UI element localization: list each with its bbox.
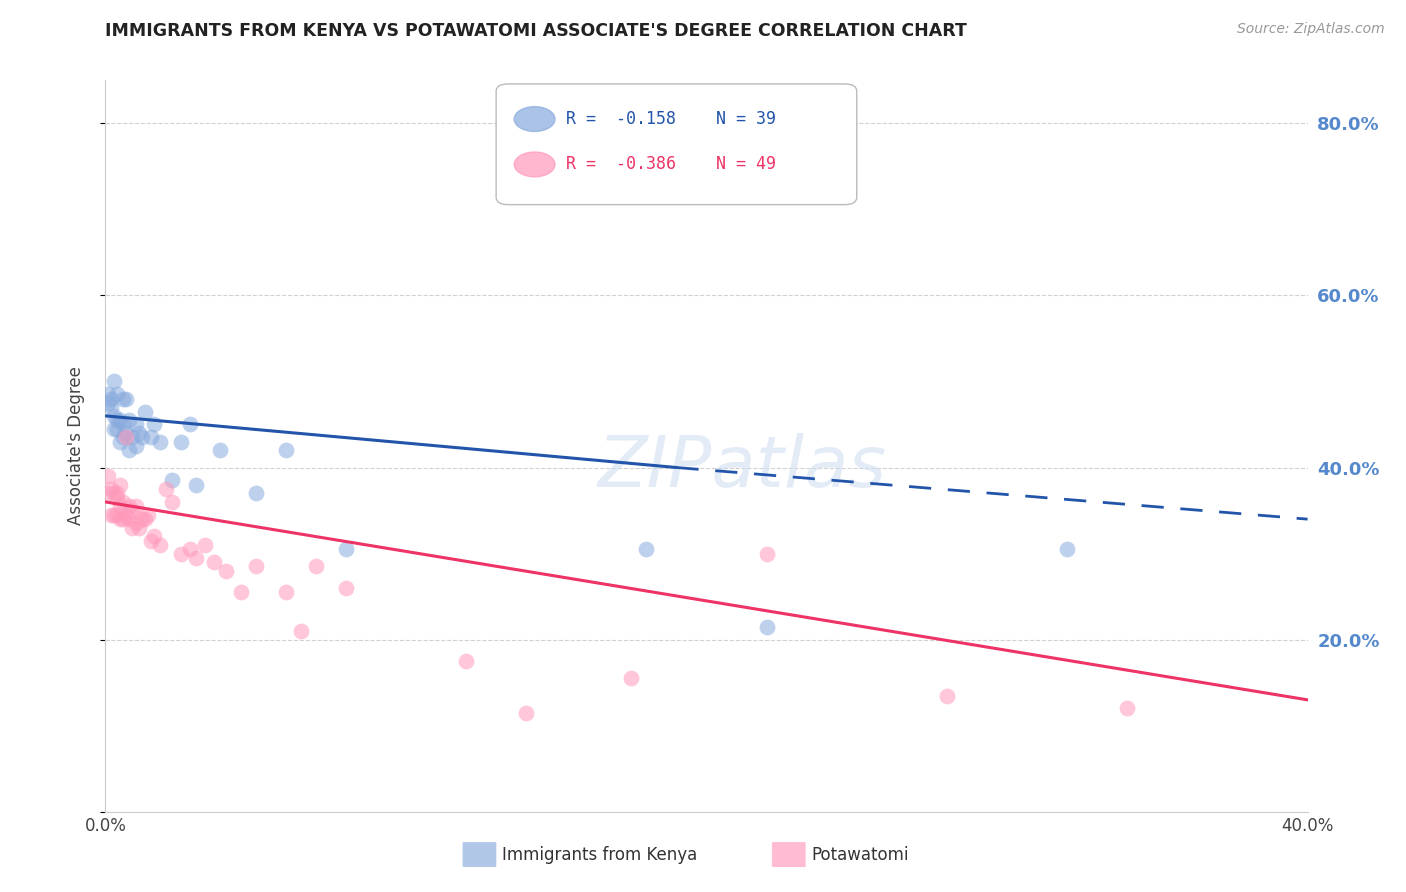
Point xyxy=(112,512,135,526)
Point xyxy=(139,533,162,548)
Text: ZIPatlas: ZIPatlas xyxy=(598,434,887,502)
Point xyxy=(103,375,125,389)
Point xyxy=(636,542,658,557)
Point xyxy=(134,512,156,526)
Point xyxy=(160,474,183,488)
Point xyxy=(128,521,150,535)
Point xyxy=(184,477,207,491)
Point xyxy=(208,443,231,458)
Point xyxy=(103,508,125,522)
Point xyxy=(142,417,165,432)
Point xyxy=(155,482,177,496)
Point xyxy=(115,426,138,441)
Point xyxy=(179,417,201,432)
Point xyxy=(121,430,143,444)
Point xyxy=(169,434,191,449)
Point xyxy=(115,430,138,444)
Point xyxy=(124,500,146,514)
Point xyxy=(124,516,146,531)
Point xyxy=(112,417,135,432)
Point xyxy=(335,581,357,595)
Point xyxy=(110,500,132,514)
Point xyxy=(131,430,153,444)
Point xyxy=(454,654,477,668)
Point xyxy=(110,434,132,449)
Point xyxy=(1116,701,1139,715)
Point xyxy=(121,503,143,517)
Point xyxy=(194,538,217,552)
Point xyxy=(290,624,312,638)
Point xyxy=(112,430,135,444)
Point xyxy=(97,486,120,500)
Point xyxy=(160,495,183,509)
Point xyxy=(305,559,328,574)
Text: Source: ZipAtlas.com: Source: ZipAtlas.com xyxy=(1237,22,1385,37)
Point xyxy=(107,387,129,401)
Point xyxy=(103,409,125,423)
Point xyxy=(97,396,120,410)
Point xyxy=(202,555,225,569)
Circle shape xyxy=(515,152,555,177)
Point xyxy=(131,512,153,526)
Point xyxy=(103,486,125,500)
Point xyxy=(118,443,141,458)
Point xyxy=(936,689,959,703)
Point xyxy=(107,486,129,500)
Point xyxy=(97,469,120,483)
Point xyxy=(755,547,778,561)
Point xyxy=(124,417,146,432)
Text: IMMIGRANTS FROM KENYA VS POTAWATOMI ASSOCIATE'S DEGREE CORRELATION CHART: IMMIGRANTS FROM KENYA VS POTAWATOMI ASSO… xyxy=(105,22,967,40)
Point xyxy=(100,401,122,415)
Point xyxy=(245,559,267,574)
Point xyxy=(335,542,357,557)
Point xyxy=(107,508,129,522)
Point xyxy=(112,392,135,406)
Point xyxy=(134,404,156,418)
Point xyxy=(112,495,135,509)
Point xyxy=(121,521,143,535)
Text: Immigrants from Kenya: Immigrants from Kenya xyxy=(502,846,697,863)
Point xyxy=(136,508,159,522)
Circle shape xyxy=(515,107,555,131)
Point xyxy=(274,443,297,458)
Point xyxy=(107,491,129,505)
Point xyxy=(229,585,252,599)
Point xyxy=(100,482,122,496)
Point xyxy=(184,550,207,565)
Point xyxy=(142,529,165,543)
Point xyxy=(515,706,537,720)
Point xyxy=(755,620,778,634)
Point xyxy=(118,500,141,514)
Point xyxy=(118,413,141,427)
Point xyxy=(115,508,138,522)
Point xyxy=(107,422,129,436)
Point xyxy=(169,547,191,561)
Text: R =  -0.386    N = 49: R = -0.386 N = 49 xyxy=(565,155,776,173)
Y-axis label: Associate's Degree: Associate's Degree xyxy=(66,367,84,525)
Point xyxy=(100,392,122,406)
Point xyxy=(148,538,170,552)
Point xyxy=(97,387,120,401)
Point xyxy=(179,542,201,557)
Point xyxy=(107,413,129,427)
Point xyxy=(245,486,267,500)
FancyBboxPatch shape xyxy=(496,84,856,204)
Point xyxy=(118,512,141,526)
Point xyxy=(128,426,150,441)
Point xyxy=(214,564,236,578)
Point xyxy=(124,439,146,453)
Text: Potawatomi: Potawatomi xyxy=(811,846,908,863)
Point xyxy=(100,508,122,522)
Point xyxy=(103,422,125,436)
Point xyxy=(620,671,643,685)
Text: R =  -0.158    N = 39: R = -0.158 N = 39 xyxy=(565,110,776,128)
Point xyxy=(139,430,162,444)
Point xyxy=(110,512,132,526)
Point xyxy=(110,477,132,491)
Point xyxy=(110,413,132,427)
Point xyxy=(274,585,297,599)
Point xyxy=(1056,542,1078,557)
Point xyxy=(148,434,170,449)
Point xyxy=(115,392,138,406)
